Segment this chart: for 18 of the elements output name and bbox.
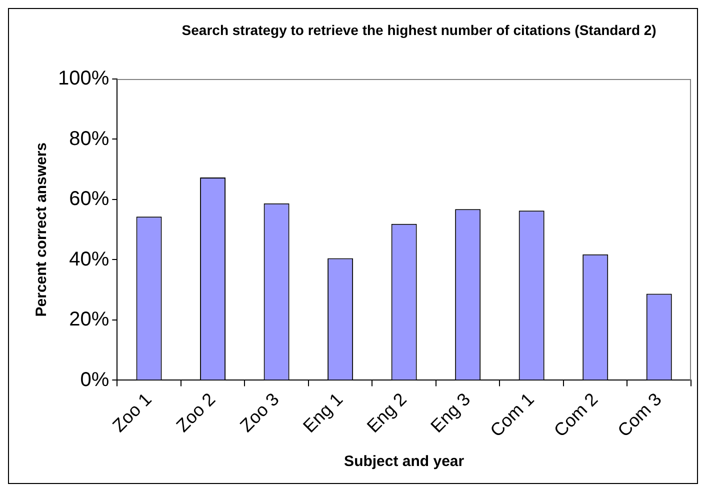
y-tick-label: 0% <box>80 368 110 391</box>
y-tick-label: 80% <box>69 128 110 150</box>
y-tick-label: 40% <box>69 248 110 270</box>
x-axis-title: Subject and year <box>344 453 464 470</box>
x-tick-label: Eng 3 <box>426 389 474 436</box>
x-tick-label: Zoo 2 <box>172 389 220 436</box>
y-tick-label: 60% <box>69 188 110 210</box>
x-tick-label: Com 2 <box>550 389 602 441</box>
x-tick-label: Zoo 3 <box>236 389 283 436</box>
x-tick-label: Com 1 <box>486 389 538 441</box>
x-tick-label: Eng 1 <box>299 389 347 436</box>
x-tick-label: Eng 2 <box>363 389 410 436</box>
x-tick-label: Com 3 <box>614 389 666 441</box>
y-tick-label: 100% <box>58 68 110 90</box>
x-tick-label: Zoo 1 <box>108 389 156 436</box>
y-axis-title: Percent correct answers <box>33 142 50 317</box>
chart-title: Search strategy to retrieve the highest number of citations (Standard 2) <box>182 22 656 38</box>
y-tick-label: 20% <box>69 308 110 331</box>
